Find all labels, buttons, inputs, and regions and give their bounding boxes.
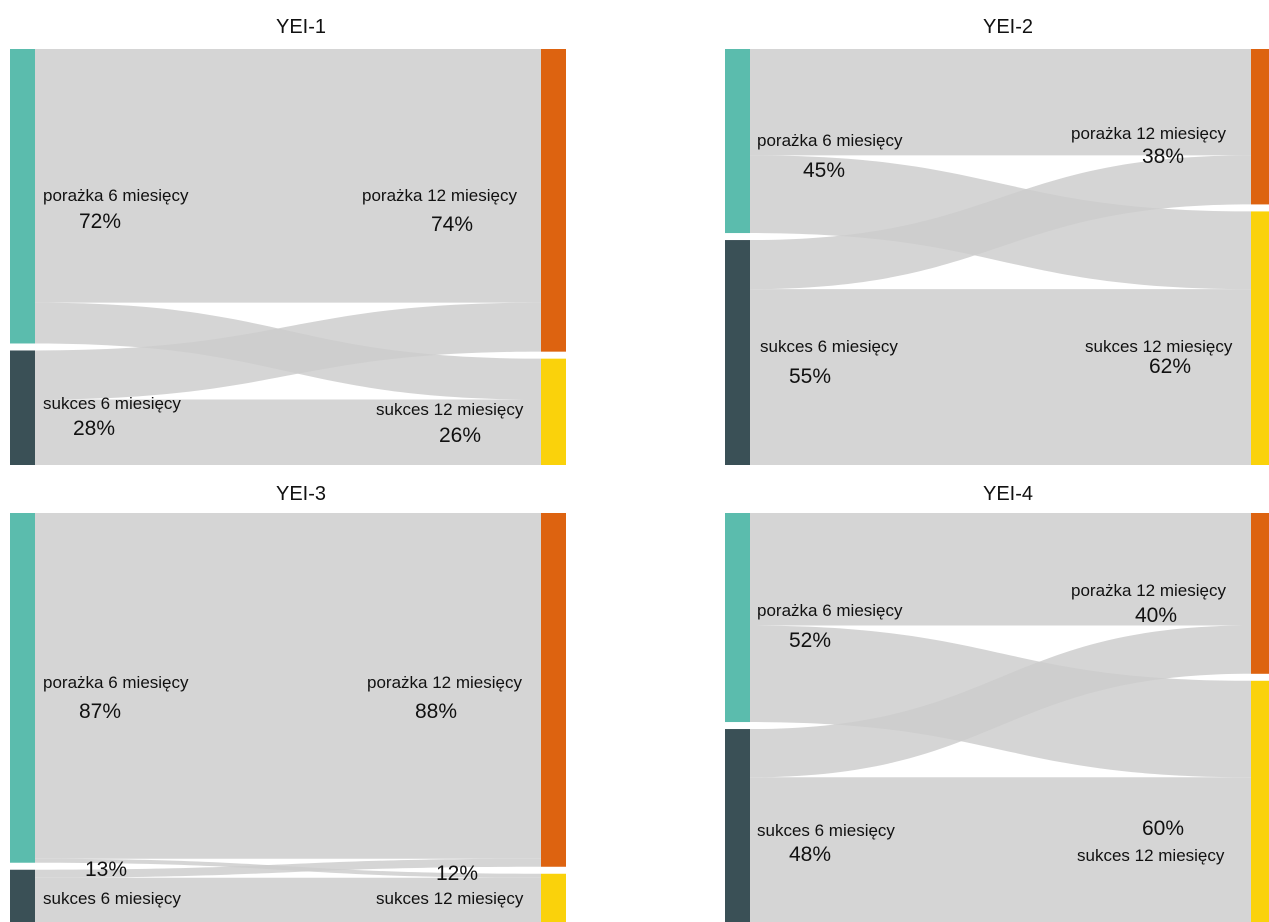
sankey-panel-2 [725, 49, 1269, 465]
chart-title-yei-3: YEI-3 [275, 483, 327, 505]
yei-4-source-label-success: sukces 6 miesięcy [757, 821, 895, 840]
node-bar-fail-6-miesiecy [725, 513, 750, 723]
sankey-panel-3 [10, 513, 566, 922]
yei-1-target-pct-success: 26% [439, 424, 482, 447]
node-bar-success-12-miesiecy [1251, 211, 1269, 465]
node-bar-fail-12-miesiecy [541, 49, 566, 352]
flow-success-6-to-fail-12 [750, 155, 1251, 290]
sankey-panel-1 [10, 49, 566, 465]
node-bar-fail-12-miesiecy [1251, 513, 1269, 674]
yei-4-source-pct-success: 48% [789, 843, 832, 866]
flow-success-6-to-fail-12 [35, 302, 541, 400]
node-bar-success-12-miesiecy [541, 358, 566, 465]
yei-1-source-label-success: sukces 6 miesięcy [43, 394, 181, 413]
yei-1-source-pct-fail: 72% [79, 210, 122, 233]
sankey-panel-4 [725, 513, 1269, 922]
node-bar-fail-6-miesiecy [10, 49, 35, 344]
node-bar-success-6-miesiecy [725, 240, 750, 465]
flow-fail-6-to-fail-12 [35, 49, 541, 303]
yei-2-source-pct-fail: 45% [803, 159, 846, 182]
node-bar-fail-6-miesiecy [10, 513, 35, 863]
node-bar-fail-6-miesiecy [725, 49, 750, 234]
yei-4-target-pct-fail: 40% [1135, 604, 1178, 627]
yei-3-target-pct-success: 12% [436, 862, 479, 885]
flow-success-6-to-success-12 [750, 289, 1251, 465]
chart-title-yei-1: YEI-1 [275, 16, 327, 38]
yei-3-target-label-fail: porażka 12 miesięcy [367, 673, 522, 692]
node-bar-success-12-miesiecy [1251, 680, 1269, 922]
yei-4-target-label-success: sukces 12 miesięcy [1077, 846, 1225, 865]
yei-3-source-label-fail: porażka 6 miesięcy [43, 673, 189, 692]
yei-2-source-label-fail: porażka 6 miesięcy [757, 131, 903, 150]
yei-4-target-pct-success: 60% [1142, 817, 1185, 840]
node-bar-fail-12-miesiecy [1251, 49, 1269, 205]
flow-success-6-to-success-12 [35, 877, 541, 922]
yei-1-target-label-success: sukces 12 miesięcy [376, 400, 524, 419]
yei-3-source-label-success: sukces 6 miesięcy [43, 889, 181, 908]
flow-success-6-to-fail-12 [750, 625, 1251, 778]
node-bar-fail-12-miesiecy [541, 513, 566, 867]
yei-2-target-label-fail: porażka 12 miesięcy [1071, 124, 1226, 143]
node-bar-success-6-miesiecy [10, 350, 35, 465]
yei-2-target-pct-fail: 38% [1142, 145, 1185, 168]
flow-fail-6-to-fail-12 [750, 49, 1251, 156]
yei-2-target-pct-success: 62% [1149, 355, 1192, 378]
yei-2-source-label-success: sukces 6 miesięcy [760, 337, 898, 356]
node-bar-success-12-miesiecy [541, 873, 566, 922]
yei-3-source-pct-success: 13% [85, 858, 128, 881]
yei-3-target-label-success: sukces 12 miesięcy [376, 889, 524, 908]
yei-1-source-label-fail: porażka 6 miesięcy [43, 186, 189, 205]
yei-1-target-label-fail: porażka 12 miesięcy [362, 186, 517, 205]
yei-4-target-label-fail: porażka 12 miesięcy [1071, 581, 1226, 600]
chart-title-yei-2: YEI-2 [982, 16, 1034, 38]
node-bar-success-6-miesiecy [10, 869, 35, 922]
yei-4-source-pct-fail: 52% [789, 629, 832, 652]
yei-2-source-pct-success: 55% [789, 365, 832, 388]
yei-1-target-pct-fail: 74% [431, 213, 474, 236]
yei-3-target-pct-fail: 88% [415, 700, 458, 723]
yei-2-target-label-success: sukces 12 miesięcy [1085, 337, 1233, 356]
node-bar-success-6-miesiecy [725, 729, 750, 922]
flow-fail-6-to-fail-12 [750, 513, 1251, 626]
yei-3-source-pct-fail: 87% [79, 700, 122, 723]
flow-fail-6-to-fail-12 [35, 513, 541, 859]
chart-title-yei-4: YEI-4 [982, 483, 1034, 505]
flow-success-6-to-fail-12 [35, 858, 541, 878]
yei-1-source-pct-success: 28% [73, 417, 116, 440]
flow-success-6-to-success-12 [750, 777, 1251, 922]
yei-4-source-label-fail: porażka 6 miesięcy [757, 601, 903, 620]
flow-success-6-to-success-12 [35, 399, 541, 465]
